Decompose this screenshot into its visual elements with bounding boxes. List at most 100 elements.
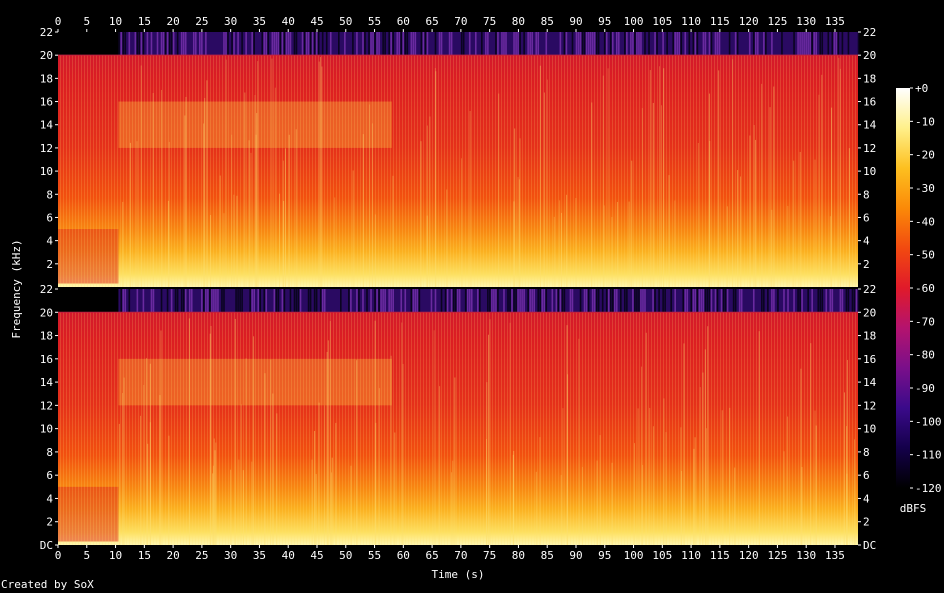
transient-line <box>814 410 816 545</box>
transient-line <box>718 70 720 287</box>
transient-line <box>434 68 436 287</box>
transient-line <box>607 68 609 287</box>
transient-line <box>321 66 323 287</box>
cutoff-noise-line <box>249 289 251 313</box>
cutoff-noise-line <box>344 32 346 56</box>
transient-line <box>149 363 151 545</box>
cutoff-noise-line <box>410 32 413 56</box>
cutoff-noise-line <box>638 289 640 313</box>
cutoff-noise-line <box>716 32 719 56</box>
cutoff-noise-line <box>176 32 179 56</box>
cutoff-noise-line <box>581 32 584 56</box>
cutoff-noise-line <box>763 289 765 313</box>
cutoff-noise-line <box>146 32 149 56</box>
cutoff-noise-line <box>501 32 503 56</box>
transient-line <box>660 105 662 287</box>
transient-line <box>394 432 396 545</box>
cutoff-noise-line <box>414 289 417 313</box>
transient-line <box>539 437 541 545</box>
cutoff-noise-line <box>503 32 505 56</box>
time-texture <box>58 55 858 287</box>
transient-line <box>737 170 739 287</box>
x-tick-label: 105 <box>652 15 672 28</box>
cutoff-noise-line <box>579 32 582 56</box>
cutoff-noise-line <box>448 32 451 56</box>
cutoff-noise-line <box>293 32 296 56</box>
cutoff-noise-line <box>412 32 415 56</box>
cutoff-noise-line <box>245 32 247 56</box>
y-tick-label: 20 <box>863 306 876 319</box>
cutoff-noise-line <box>609 32 612 56</box>
cutoff-noise-line <box>241 32 243 56</box>
x-tick-label: 125 <box>767 15 787 28</box>
cutoff-noise-line <box>434 32 437 56</box>
cutoff-noise-line <box>142 32 145 56</box>
cutoff-noise-line <box>807 289 809 313</box>
cutoff-noise-line <box>160 289 163 313</box>
cutoff-noise-line <box>295 289 298 313</box>
cutoff-noise-line <box>424 32 427 56</box>
cutoff-noise-line <box>384 32 386 56</box>
cutoff-noise-line <box>323 289 326 313</box>
transient-line <box>754 139 756 287</box>
cutoff-noise-line <box>569 289 572 313</box>
above-cutoff-band <box>58 32 858 56</box>
transient-line <box>257 61 259 288</box>
cutoff-noise-line <box>748 32 751 56</box>
x-tick-label: 15 <box>138 15 151 28</box>
transient-line <box>831 107 833 288</box>
transient-line <box>279 193 281 287</box>
cutoff-noise-line <box>696 289 699 313</box>
cutoff-noise-line <box>380 289 382 313</box>
transient-line <box>203 123 205 287</box>
x-tick-label: 45 <box>310 549 323 562</box>
colorbar-tick-label: -100 <box>915 415 942 428</box>
cutoff-noise-line <box>605 289 608 313</box>
cutoff-noise-line <box>654 32 656 56</box>
y-tick-label: 12 <box>40 142 53 155</box>
cutoff-noise-line <box>563 289 566 313</box>
transient-line <box>452 460 454 545</box>
y-tick-label: 16 <box>40 353 53 366</box>
transient-line <box>439 386 441 545</box>
cutoff-noise-line <box>430 289 433 313</box>
transient-line <box>233 194 235 287</box>
cutoff-noise-line <box>853 289 856 313</box>
cutoff-noise-line <box>579 289 582 313</box>
cutoff-noise-line <box>726 289 729 313</box>
cutoff-noise-line <box>686 289 689 313</box>
y-tick-label: 2 <box>863 516 870 529</box>
cutoff-noise-line <box>698 289 701 313</box>
cutoff-noise-line <box>438 32 441 56</box>
cutoff-noise-line <box>559 32 562 56</box>
cutoff-noise-line <box>517 289 519 313</box>
cutoff-noise-line <box>634 32 636 56</box>
transient-line <box>658 66 660 287</box>
transient-line <box>821 74 823 288</box>
cutoff-noise-line <box>382 32 384 56</box>
cutoff-noise-line <box>454 289 457 313</box>
transient-line <box>814 159 816 287</box>
cutoff-noise-line <box>799 32 801 56</box>
cutoff-noise-line <box>201 289 203 313</box>
cutoff-noise-line <box>372 32 374 56</box>
transient-line <box>204 97 206 288</box>
cutoff-noise-line <box>613 289 616 313</box>
transient-line <box>546 79 548 287</box>
cutoff-noise-line <box>708 32 711 56</box>
transient-line <box>271 58 273 288</box>
cutoff-noise-line <box>440 289 443 313</box>
cutoff-noise-line <box>583 32 586 56</box>
transient-line <box>223 213 225 287</box>
cutoff-noise-line <box>466 289 469 313</box>
cutoff-noise-line <box>585 289 588 313</box>
cutoff-noise-line <box>152 289 155 313</box>
cutoff-noise-line <box>662 289 664 313</box>
transient-line <box>843 392 845 545</box>
x-tick-label: 50 <box>339 549 352 562</box>
cutoff-noise-line <box>531 289 533 313</box>
transient-line <box>652 426 654 545</box>
cutoff-noise-line <box>626 32 628 56</box>
transient-line <box>642 464 644 545</box>
cutoff-noise-line <box>233 32 235 56</box>
